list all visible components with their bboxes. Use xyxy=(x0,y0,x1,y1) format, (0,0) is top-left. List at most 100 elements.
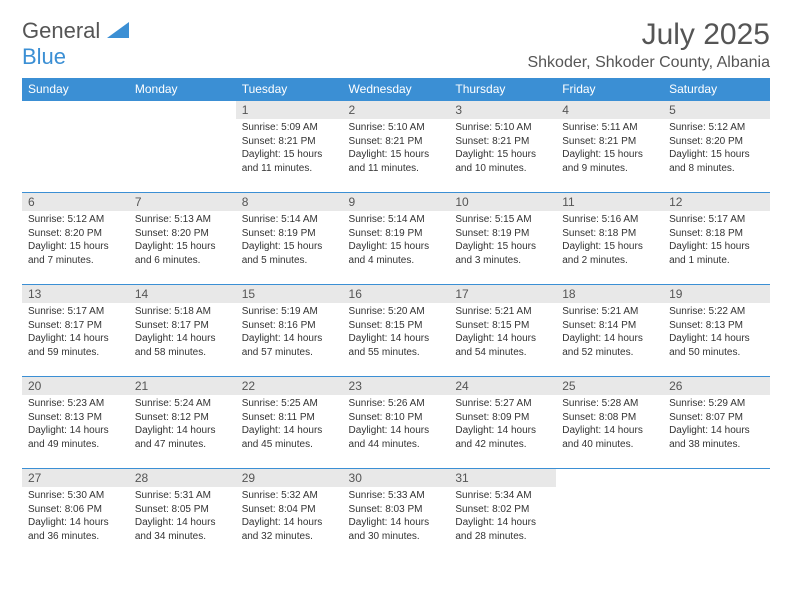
day-info: Sunrise: 5:21 AMSunset: 8:15 PMDaylight:… xyxy=(449,303,556,363)
sunrise: Sunrise: 5:20 AM xyxy=(349,305,444,319)
day-number: 15 xyxy=(236,285,343,303)
sunset: Sunset: 8:21 PM xyxy=(455,135,550,149)
weekday-header: Sunday xyxy=(22,78,129,101)
daylight-line1: Daylight: 15 hours xyxy=(562,148,657,162)
calendar-row: 13Sunrise: 5:17 AMSunset: 8:17 PMDayligh… xyxy=(22,285,770,377)
calendar-cell: 26Sunrise: 5:29 AMSunset: 8:07 PMDayligh… xyxy=(663,377,770,469)
day-number: 5 xyxy=(663,101,770,119)
sunset: Sunset: 8:21 PM xyxy=(562,135,657,149)
calendar-cell: 7Sunrise: 5:13 AMSunset: 8:20 PMDaylight… xyxy=(129,193,236,285)
daylight-line2: and 11 minutes. xyxy=(349,162,444,176)
daylight-line1: Daylight: 15 hours xyxy=(349,240,444,254)
calendar-cell xyxy=(22,101,129,193)
sunrise: Sunrise: 5:28 AM xyxy=(562,397,657,411)
day-number: 25 xyxy=(556,377,663,395)
day-info: Sunrise: 5:14 AMSunset: 8:19 PMDaylight:… xyxy=(236,211,343,271)
daylight-line2: and 45 minutes. xyxy=(242,438,337,452)
daylight-line2: and 58 minutes. xyxy=(135,346,230,360)
daylight-line1: Daylight: 14 hours xyxy=(562,424,657,438)
daylight-line2: and 2 minutes. xyxy=(562,254,657,268)
day-info: Sunrise: 5:22 AMSunset: 8:13 PMDaylight:… xyxy=(663,303,770,363)
sunrise: Sunrise: 5:24 AM xyxy=(135,397,230,411)
daylight-line2: and 28 minutes. xyxy=(455,530,550,544)
sunrise: Sunrise: 5:22 AM xyxy=(669,305,764,319)
day-info: Sunrise: 5:23 AMSunset: 8:13 PMDaylight:… xyxy=(22,395,129,455)
day-info: Sunrise: 5:15 AMSunset: 8:19 PMDaylight:… xyxy=(449,211,556,271)
daylight-line1: Daylight: 14 hours xyxy=(135,516,230,530)
sunset: Sunset: 8:14 PM xyxy=(562,319,657,333)
calendar-cell xyxy=(556,469,663,561)
sunset: Sunset: 8:11 PM xyxy=(242,411,337,425)
daylight-line1: Daylight: 15 hours xyxy=(669,148,764,162)
daylight-line2: and 30 minutes. xyxy=(349,530,444,544)
sunrise: Sunrise: 5:31 AM xyxy=(135,489,230,503)
daylight-line2: and 6 minutes. xyxy=(135,254,230,268)
day-number: 27 xyxy=(22,469,129,487)
calendar-cell: 21Sunrise: 5:24 AMSunset: 8:12 PMDayligh… xyxy=(129,377,236,469)
daylight-line2: and 3 minutes. xyxy=(455,254,550,268)
day-info: Sunrise: 5:27 AMSunset: 8:09 PMDaylight:… xyxy=(449,395,556,455)
calendar-cell: 13Sunrise: 5:17 AMSunset: 8:17 PMDayligh… xyxy=(22,285,129,377)
daylight-line1: Daylight: 14 hours xyxy=(28,332,123,346)
sunset: Sunset: 8:16 PM xyxy=(242,319,337,333)
daylight-line2: and 9 minutes. xyxy=(562,162,657,176)
day-info: Sunrise: 5:29 AMSunset: 8:07 PMDaylight:… xyxy=(663,395,770,455)
sunset: Sunset: 8:13 PM xyxy=(28,411,123,425)
sunset: Sunset: 8:19 PM xyxy=(455,227,550,241)
day-info: Sunrise: 5:11 AMSunset: 8:21 PMDaylight:… xyxy=(556,119,663,179)
logo-general: General xyxy=(22,18,100,43)
sunset: Sunset: 8:15 PM xyxy=(455,319,550,333)
calendar-cell: 19Sunrise: 5:22 AMSunset: 8:13 PMDayligh… xyxy=(663,285,770,377)
daylight-line1: Daylight: 15 hours xyxy=(455,148,550,162)
weekday-header: Friday xyxy=(556,78,663,101)
calendar-cell: 6Sunrise: 5:12 AMSunset: 8:20 PMDaylight… xyxy=(22,193,129,285)
day-number: 4 xyxy=(556,101,663,119)
daylight-line1: Daylight: 14 hours xyxy=(28,424,123,438)
daylight-line2: and 55 minutes. xyxy=(349,346,444,360)
weekday-header: Saturday xyxy=(663,78,770,101)
day-number: 31 xyxy=(449,469,556,487)
sunset: Sunset: 8:03 PM xyxy=(349,503,444,517)
weekday-header: Wednesday xyxy=(343,78,450,101)
sunrise: Sunrise: 5:34 AM xyxy=(455,489,550,503)
calendar-cell: 15Sunrise: 5:19 AMSunset: 8:16 PMDayligh… xyxy=(236,285,343,377)
daylight-line2: and 49 minutes. xyxy=(28,438,123,452)
sunrise: Sunrise: 5:18 AM xyxy=(135,305,230,319)
daylight-line1: Daylight: 14 hours xyxy=(349,332,444,346)
day-info: Sunrise: 5:17 AMSunset: 8:17 PMDaylight:… xyxy=(22,303,129,363)
sunrise: Sunrise: 5:33 AM xyxy=(349,489,444,503)
day-info: Sunrise: 5:21 AMSunset: 8:14 PMDaylight:… xyxy=(556,303,663,363)
daylight-line1: Daylight: 14 hours xyxy=(562,332,657,346)
day-number: 6 xyxy=(22,193,129,211)
daylight-line2: and 11 minutes. xyxy=(242,162,337,176)
daylight-line2: and 54 minutes. xyxy=(455,346,550,360)
sunset: Sunset: 8:18 PM xyxy=(669,227,764,241)
sunrise: Sunrise: 5:09 AM xyxy=(242,121,337,135)
calendar-cell: 16Sunrise: 5:20 AMSunset: 8:15 PMDayligh… xyxy=(343,285,450,377)
day-info: Sunrise: 5:12 AMSunset: 8:20 PMDaylight:… xyxy=(22,211,129,271)
sunset: Sunset: 8:07 PM xyxy=(669,411,764,425)
day-info: Sunrise: 5:18 AMSunset: 8:17 PMDaylight:… xyxy=(129,303,236,363)
day-number: 30 xyxy=(343,469,450,487)
daylight-line1: Daylight: 14 hours xyxy=(242,424,337,438)
day-number: 22 xyxy=(236,377,343,395)
day-number: 26 xyxy=(663,377,770,395)
day-info: Sunrise: 5:20 AMSunset: 8:15 PMDaylight:… xyxy=(343,303,450,363)
sunset: Sunset: 8:17 PM xyxy=(28,319,123,333)
sunset: Sunset: 8:20 PM xyxy=(135,227,230,241)
sunrise: Sunrise: 5:13 AM xyxy=(135,213,230,227)
daylight-line2: and 57 minutes. xyxy=(242,346,337,360)
location: Shkoder, Shkoder County, Albania xyxy=(527,54,770,72)
daylight-line1: Daylight: 14 hours xyxy=(455,516,550,530)
calendar-head: SundayMondayTuesdayWednesdayThursdayFrid… xyxy=(22,78,770,101)
calendar-cell: 1Sunrise: 5:09 AMSunset: 8:21 PMDaylight… xyxy=(236,101,343,193)
calendar-cell: 20Sunrise: 5:23 AMSunset: 8:13 PMDayligh… xyxy=(22,377,129,469)
daylight-line1: Daylight: 15 hours xyxy=(349,148,444,162)
calendar-cell: 29Sunrise: 5:32 AMSunset: 8:04 PMDayligh… xyxy=(236,469,343,561)
sunrise: Sunrise: 5:15 AM xyxy=(455,213,550,227)
day-number: 29 xyxy=(236,469,343,487)
daylight-line2: and 44 minutes. xyxy=(349,438,444,452)
day-info: Sunrise: 5:10 AMSunset: 8:21 PMDaylight:… xyxy=(343,119,450,179)
sunset: Sunset: 8:21 PM xyxy=(349,135,444,149)
day-number: 11 xyxy=(556,193,663,211)
